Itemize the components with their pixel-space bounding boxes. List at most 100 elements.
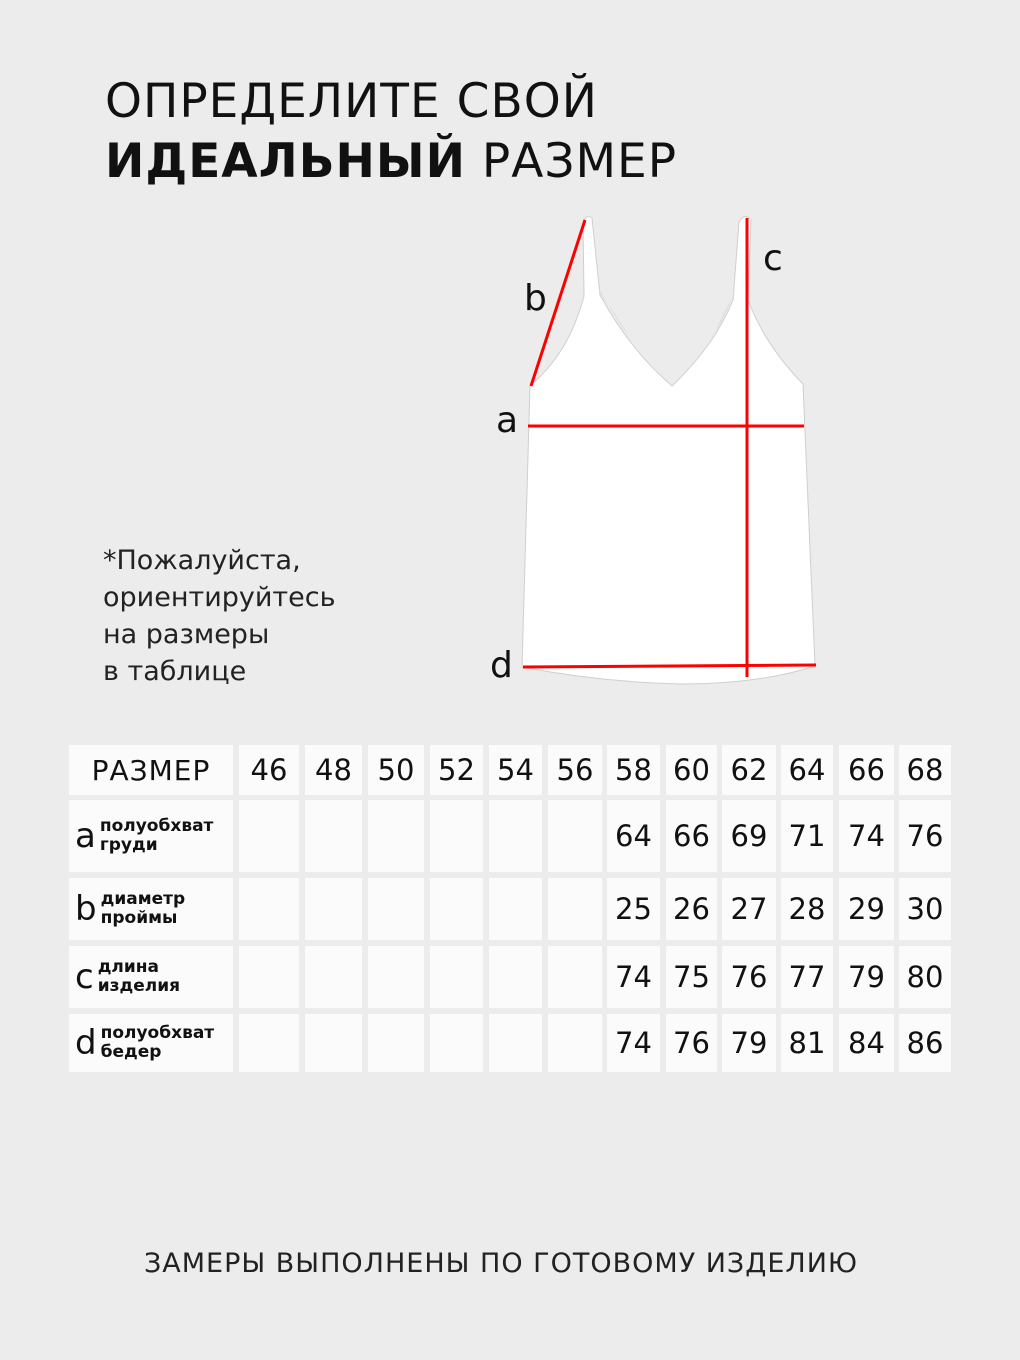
table-cell bbox=[430, 800, 483, 872]
note-line: ориентируйтесь bbox=[103, 582, 336, 613]
garment-diagram bbox=[521, 216, 817, 685]
table-cell bbox=[305, 946, 362, 1008]
table-cell bbox=[548, 1014, 602, 1072]
table-cell: 84 bbox=[839, 1014, 894, 1072]
row-label-b: b диаметр проймы bbox=[69, 878, 233, 940]
table-cell bbox=[548, 800, 602, 872]
table-cell: 29 bbox=[839, 878, 894, 940]
strap-shadow-right bbox=[714, 284, 738, 335]
row-letter: b bbox=[75, 889, 97, 929]
table-cell: 69 bbox=[722, 800, 776, 872]
table-cell: 71 bbox=[781, 800, 833, 872]
table-cell bbox=[305, 800, 362, 872]
label-b: b bbox=[524, 278, 547, 319]
table-cell bbox=[239, 946, 299, 1008]
strap-shadow-left bbox=[597, 285, 628, 335]
table-cell: 76 bbox=[666, 1014, 717, 1072]
measure-line-d bbox=[522, 663, 817, 669]
measure-line-b bbox=[529, 219, 587, 387]
table-cell bbox=[548, 878, 602, 940]
table-cell: 81 bbox=[781, 1014, 833, 1072]
header-size-68: 68 bbox=[899, 745, 951, 795]
table-cell bbox=[489, 1014, 542, 1072]
row-description-line: длина bbox=[97, 957, 160, 977]
footer-note: ЗАМЕРЫ ВЫПОЛНЕНЫ ПО ГОТОВОМУ ИЗДЕЛИЮ bbox=[143, 1248, 859, 1279]
header-size-label: РАЗМЕР bbox=[69, 745, 233, 795]
table-cell: 79 bbox=[839, 946, 894, 1008]
header-size-50: 50 bbox=[368, 745, 424, 795]
row-description-line: полуобхват bbox=[99, 816, 214, 836]
header-size-52: 52 bbox=[430, 745, 483, 795]
table-cell bbox=[239, 1014, 299, 1072]
table-cell: 27 bbox=[722, 878, 776, 940]
table-cell: 26 bbox=[666, 878, 717, 940]
table-cell bbox=[548, 946, 602, 1008]
row-description-line: проймы bbox=[100, 908, 178, 928]
row-letter: d bbox=[75, 1023, 97, 1063]
header-size-48: 48 bbox=[305, 745, 362, 795]
note-line: в таблице bbox=[103, 656, 247, 687]
row-description: длина изделия bbox=[98, 958, 180, 996]
header-size-46: 46 bbox=[239, 745, 299, 795]
note-line: на размеры bbox=[103, 619, 270, 650]
table-cell bbox=[239, 800, 299, 872]
table-cell: 80 bbox=[899, 946, 951, 1008]
table-cell: 64 bbox=[607, 800, 660, 872]
table-cell bbox=[489, 800, 542, 872]
table-cell bbox=[305, 1014, 362, 1072]
table-cell: 76 bbox=[722, 946, 776, 1008]
table-cell: 86 bbox=[899, 1014, 951, 1072]
header-size-60: 60 bbox=[666, 745, 717, 795]
row-description-line: диаметр bbox=[100, 889, 186, 909]
header-size-54: 54 bbox=[489, 745, 542, 795]
header-size-56: 56 bbox=[548, 745, 602, 795]
heading-line-2: ИДЕАЛЬНЫЙ РАЗМЕР bbox=[105, 134, 677, 189]
table-cell bbox=[430, 1014, 483, 1072]
note-line: *Пожалуйста, bbox=[103, 545, 301, 576]
table-cell bbox=[368, 1014, 424, 1072]
heading-line-1: ОПРЕДЕЛИТЕ СВОЙ bbox=[105, 74, 598, 129]
table-cell: 75 bbox=[666, 946, 717, 1008]
heading-bold: ИДЕАЛЬНЫЙ bbox=[105, 134, 466, 189]
label-c: c bbox=[763, 238, 783, 279]
table-cell bbox=[489, 878, 542, 940]
table-cell: 28 bbox=[781, 878, 833, 940]
heading-rest: РАЗМЕР bbox=[465, 134, 678, 189]
table-cell: 30 bbox=[899, 878, 951, 940]
table-cell: 77 bbox=[781, 946, 833, 1008]
table-cell: 74 bbox=[607, 946, 660, 1008]
row-label-c: c длина изделия bbox=[69, 946, 233, 1008]
garment-outline bbox=[521, 216, 816, 685]
row-description: полуобхват бедер bbox=[101, 1024, 215, 1062]
label-a: a bbox=[496, 400, 519, 441]
table-cell bbox=[239, 878, 299, 940]
table-cell: 25 bbox=[607, 878, 660, 940]
row-description: полуобхват груди bbox=[100, 817, 214, 855]
header-size-66: 66 bbox=[839, 745, 894, 795]
row-label-a: a полуобхват груди bbox=[69, 800, 233, 872]
row-letter: c bbox=[75, 957, 94, 997]
table-cell bbox=[430, 878, 483, 940]
table-cell: 66 bbox=[666, 800, 717, 872]
header-size-62: 62 bbox=[722, 745, 776, 795]
table-cell bbox=[430, 946, 483, 1008]
header-size-58: 58 bbox=[607, 745, 660, 795]
table-cell bbox=[368, 800, 424, 872]
label-d: d bbox=[490, 645, 513, 686]
table-cell: 76 bbox=[899, 800, 951, 872]
table-cell: 74 bbox=[839, 800, 894, 872]
table-cell bbox=[368, 878, 424, 940]
table-cell: 74 bbox=[607, 1014, 660, 1072]
size-note: *Пожалуйста, ориентируйтесь на размеры в… bbox=[103, 542, 336, 690]
row-label-d: d полуобхват бедер bbox=[69, 1014, 233, 1072]
table-cell bbox=[368, 946, 424, 1008]
table-cell: 79 bbox=[722, 1014, 776, 1072]
row-letter: a bbox=[75, 816, 96, 856]
row-description-line: полуобхват bbox=[100, 1023, 215, 1043]
table-cell bbox=[489, 946, 542, 1008]
row-description-line: бедер bbox=[100, 1042, 162, 1062]
row-description: диаметр проймы bbox=[101, 890, 186, 928]
table-cell bbox=[305, 878, 362, 940]
header-size-64: 64 bbox=[781, 745, 833, 795]
row-description-line: изделия bbox=[97, 976, 181, 996]
